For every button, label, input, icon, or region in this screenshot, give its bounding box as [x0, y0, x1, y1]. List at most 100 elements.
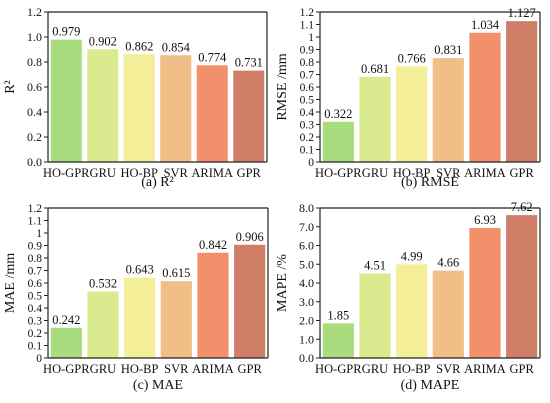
y-tick-label: 5.0 — [299, 257, 314, 271]
x-tick-label: GRU — [362, 166, 388, 180]
value-label: 0.902 — [89, 34, 117, 48]
y-tick-label: 0.4 — [28, 303, 43, 315]
value-label: 4.51 — [364, 258, 386, 272]
y-tick-label: 0.6 — [300, 82, 315, 94]
y-tick-label: 0.7 — [28, 266, 43, 278]
x-tick-label: SVR — [164, 362, 189, 376]
y-tick-label: 1.0 — [27, 30, 42, 44]
bar-ho-bp — [396, 66, 428, 162]
bar-gru — [359, 273, 391, 358]
value-label: 0.731 — [235, 56, 263, 70]
y-tick-label: 0.8 — [300, 57, 315, 69]
y-tick-label: 6.0 — [299, 239, 314, 253]
bar-svr — [160, 55, 192, 162]
y-tick-label: 1 — [308, 32, 314, 44]
y-tick-label: 2.0 — [299, 314, 314, 328]
value-label: 0.831 — [434, 43, 462, 57]
y-tick-label: 0.2 — [27, 130, 42, 144]
value-label: 0.774 — [198, 50, 227, 64]
x-tick-label: HO-GPR — [315, 362, 362, 376]
y-tick-label: 1.2 — [300, 7, 315, 19]
x-tick-label: GPR — [510, 166, 535, 180]
bar-gpr — [234, 244, 266, 358]
y-tick-label: 1.2 — [27, 5, 42, 19]
x-tick-label: HO-BP — [393, 362, 431, 376]
y-tick-label: 0.5 — [300, 95, 315, 107]
x-tick-label: SVR — [436, 362, 461, 376]
y-tick-label: 0.9 — [300, 45, 315, 57]
value-label: 1.85 — [327, 308, 349, 322]
x-tick-label: HO-GPR — [43, 166, 90, 180]
bar-ho-bp — [396, 264, 428, 358]
y-tick-label: 0.2 — [300, 132, 315, 144]
value-label: 6.93 — [474, 213, 496, 227]
y-tick-label: 1.1 — [300, 20, 315, 32]
y-tick-label: 4.0 — [299, 276, 314, 290]
y-tick-label: 1.2 — [28, 203, 43, 215]
value-label: 0.766 — [398, 51, 426, 65]
x-tick-label: GPR — [237, 166, 262, 180]
bar-arima — [197, 252, 229, 358]
x-tick-label: GRU — [90, 166, 116, 180]
bar-ho-bp — [124, 277, 156, 358]
x-tick-label: HO-BP — [120, 166, 158, 180]
bar-arima — [469, 32, 501, 162]
value-label: 1.127 — [508, 6, 536, 20]
y-tick-label: 0 — [308, 157, 314, 169]
bar-arima — [196, 65, 228, 162]
value-label: 0.643 — [126, 263, 154, 277]
bar-ho-gpr — [322, 323, 354, 358]
value-label: 1.034 — [471, 18, 500, 32]
chart-panel-4: 0.0 1.0 2.0 3.0 4.0 5.0 6.0 7.0 8.0 1.85 HO-GPR 4.5… — [275, 200, 541, 393]
x-tick-label: GPR — [510, 362, 535, 376]
bar-svr — [160, 281, 192, 358]
y-tick-label: 0.3 — [28, 316, 43, 328]
y-tick-label: 0.4 — [27, 105, 42, 119]
y-tick-label: 8.0 — [299, 201, 314, 215]
panel-caption: (d) MAPE — [401, 378, 460, 393]
y-tick-label: 1 — [36, 228, 42, 240]
x-tick-label: GRU — [362, 362, 388, 376]
y-axis-label: R² — [3, 80, 18, 94]
x-tick-label: GPR — [238, 362, 263, 376]
x-tick-label: ARIMA — [464, 362, 506, 376]
y-tick-label: 0.8 — [28, 253, 43, 265]
y-tick-label: 0.2 — [28, 328, 43, 340]
x-tick-label: SVR — [164, 166, 189, 180]
bar-gpr — [506, 215, 538, 358]
chart-panel-3: 00.10.20.30.40.50.60.70.80.911.11.2 0.242… — [3, 203, 269, 393]
y-tick-label: 3.0 — [299, 295, 314, 309]
bar-gru — [359, 76, 391, 162]
y-tick-label: 1.1 — [28, 216, 43, 228]
y-tick-label: 0.6 — [27, 80, 42, 94]
bar-gru — [87, 291, 119, 358]
y-tick-label: 0 — [36, 353, 42, 365]
bar-arima — [469, 228, 501, 358]
chart-panel-2: 00.10.20.30.40.50.60.70.80.911.11.2 0.322… — [275, 6, 541, 190]
y-tick-label: 0.9 — [28, 241, 43, 253]
bar-svr — [432, 58, 464, 162]
value-label: 0.842 — [199, 238, 227, 252]
value-label: 4.99 — [401, 249, 423, 263]
x-tick-label: ARIMA — [191, 166, 233, 180]
value-label: 0.854 — [162, 40, 191, 54]
bar-ho-gpr — [50, 327, 82, 358]
y-tick-label: 0.6 — [28, 278, 43, 290]
value-label: 0.322 — [324, 107, 352, 121]
y-tick-label: 0.8 — [27, 55, 42, 69]
panel-caption: (a) R² — [141, 175, 174, 190]
value-label: 0.681 — [361, 62, 389, 76]
y-tick-label: 7.0 — [299, 220, 314, 234]
x-tick-label: HO-BP — [121, 362, 159, 376]
value-label: 4.66 — [437, 256, 459, 270]
y-tick-label: 0.1 — [300, 145, 315, 157]
y-tick-label: 0.3 — [300, 120, 315, 132]
y-tick-label: 1.0 — [299, 332, 314, 346]
value-label: 0.615 — [162, 266, 190, 280]
x-tick-label: ARIMA — [192, 362, 234, 376]
value-label: 0.532 — [89, 277, 117, 291]
panel-caption: (c) MAE — [133, 378, 183, 393]
value-label: 0.979 — [52, 25, 80, 39]
value-label: 0.906 — [236, 230, 264, 244]
